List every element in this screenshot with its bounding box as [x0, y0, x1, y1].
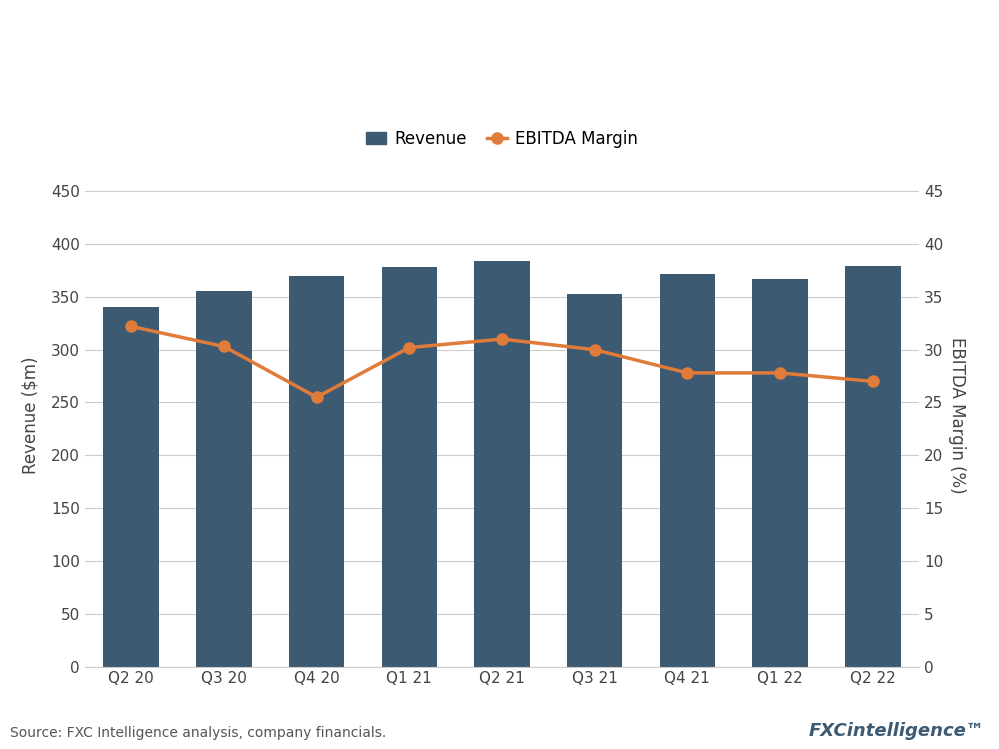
Bar [752, 279, 808, 667]
Y-axis label: Revenue ($m): Revenue ($m) [22, 357, 40, 474]
Bar [289, 276, 345, 667]
Bar [382, 267, 438, 667]
Text: FXCintelligence™: FXCintelligence™ [808, 722, 984, 740]
Bar [475, 261, 529, 667]
Bar [659, 273, 715, 667]
Legend: Revenue, EBITDA Margin: Revenue, EBITDA Margin [360, 123, 644, 154]
Bar [566, 294, 622, 667]
Bar [845, 266, 900, 667]
Text: Paysafe quarterly revenues and EBITDA margin, 2020-2022: Paysafe quarterly revenues and EBITDA ma… [18, 86, 555, 104]
Text: Source: FXC Intelligence analysis, company financials.: Source: FXC Intelligence analysis, compa… [10, 726, 387, 740]
Text: Paysafe revenues, EBITDA margin decline amidst uncertainty: Paysafe revenues, EBITDA margin decline … [18, 38, 999, 67]
Bar [196, 291, 252, 667]
Bar [104, 307, 159, 667]
Y-axis label: EBITDA Margin (%): EBITDA Margin (%) [947, 337, 966, 494]
